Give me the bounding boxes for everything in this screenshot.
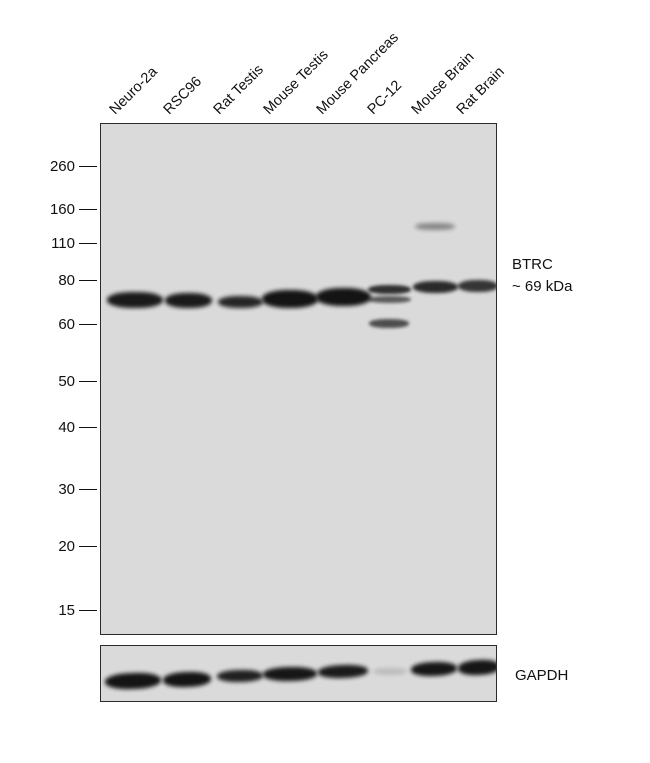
mw-tick (79, 208, 97, 210)
protein-band (262, 666, 318, 682)
main-blot-panel (100, 123, 497, 635)
loading-control-panel (100, 645, 497, 702)
protein-band (162, 671, 212, 688)
protein-band (165, 293, 212, 308)
protein-band (107, 292, 163, 308)
mw-tick (79, 242, 97, 244)
mw-tick (79, 488, 97, 490)
protein-band (317, 664, 369, 679)
mw-value: 20 (58, 537, 75, 555)
mw-value: 60 (58, 315, 75, 333)
protein-band (368, 296, 411, 303)
mw-tick (79, 323, 97, 325)
protein-band (369, 319, 409, 328)
lane-label: Neuro-2a (106, 63, 161, 118)
lane-label: Rat Testis (210, 61, 267, 118)
mw-marker: 80 (58, 270, 97, 290)
mw-value: 50 (58, 372, 75, 390)
lane-label: PC-12 (364, 77, 406, 118)
lane-labels: Neuro-2a RSC96 Rat Testis Mouse Testis Mouse… (0, 0, 650, 123)
target-name: BTRC (512, 256, 553, 273)
mw-value: 80 (58, 271, 75, 289)
mw-marker: 50 (58, 371, 97, 391)
mw-value: 15 (58, 601, 75, 619)
mw-marker: 110 (51, 233, 97, 253)
mw-tick (79, 279, 97, 281)
target-annotation: BTRC ~ 69 kDa (512, 254, 572, 298)
mw-value: 260 (49, 157, 75, 175)
protein-band (373, 668, 407, 675)
protein-band (368, 285, 411, 294)
mw-tick (79, 609, 97, 611)
protein-band (316, 288, 371, 306)
mw-value: 30 (58, 480, 75, 498)
protein-band (218, 296, 263, 308)
mw-marker: 60 (58, 314, 97, 334)
mw-marker: 40 (58, 417, 97, 437)
mw-marker: 30 (58, 479, 97, 499)
loading-control-label: GAPDH (515, 667, 569, 684)
target-size: ~ 69 kDa (512, 278, 573, 295)
mw-tick (79, 545, 97, 547)
protein-band (410, 661, 458, 677)
mw-tick (79, 165, 97, 167)
mw-marker: 160 (50, 199, 97, 219)
mw-value: 160 (49, 200, 75, 218)
protein-band (413, 281, 458, 293)
lane-label: RSC96 (160, 73, 206, 118)
protein-band (458, 280, 496, 292)
mw-marker: 15 (58, 600, 97, 620)
protein-band (216, 669, 264, 683)
protein-band (104, 672, 162, 690)
mw-value: 40 (58, 418, 75, 436)
protein-band (457, 658, 496, 677)
protein-band (415, 223, 455, 230)
mw-tick (79, 426, 97, 428)
protein-band (262, 290, 318, 308)
mw-marker: 260 (50, 156, 97, 176)
mw-value: 110 (51, 234, 75, 252)
mw-marker: 20 (58, 536, 97, 556)
mw-tick (79, 380, 97, 382)
